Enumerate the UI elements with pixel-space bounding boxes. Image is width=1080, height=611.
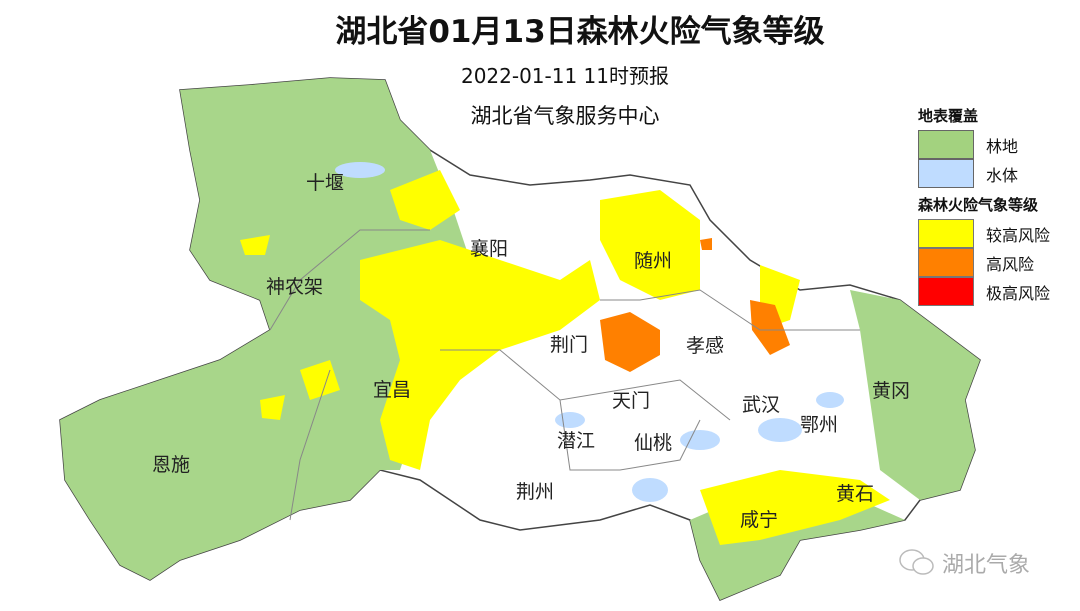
city-label: 神农架 xyxy=(266,276,324,298)
wechat-icon xyxy=(899,549,934,575)
city-label: 黄冈 xyxy=(872,380,911,402)
city-label: 荆门 xyxy=(550,334,589,356)
legend-item: 高风险 xyxy=(918,248,1050,277)
legend-item: 水体 xyxy=(918,159,1050,188)
legend-item: 林地 xyxy=(918,130,1050,159)
water-swatch xyxy=(918,159,974,188)
legend: 地表覆盖 林地 水体 森林火险气象等级 较高风险 高风险 极高风险 xyxy=(918,103,1050,306)
high-risk-areas xyxy=(600,238,790,372)
legend-land-cover-title: 地表覆盖 xyxy=(918,107,979,125)
extreme-risk-swatch xyxy=(918,277,974,306)
city-label: 潜江 xyxy=(557,430,596,452)
forest-west xyxy=(60,78,470,580)
city-label: 恩施 xyxy=(152,454,191,476)
forest-swatch xyxy=(918,130,974,159)
high-risk-swatch xyxy=(918,248,974,277)
city-label: 仙桃 xyxy=(634,432,673,454)
city-label: 十堰 xyxy=(306,172,345,194)
prefecture-boundaries xyxy=(269,229,860,521)
agency: 湖北省气象服务中心 xyxy=(470,104,660,128)
city-label: 武汉 xyxy=(742,394,781,416)
issue-time: 2022-01-11 11时预报 xyxy=(460,64,670,88)
legend-risk-title: 森林火险气象等级 xyxy=(918,196,1039,214)
city-label: 孝感 xyxy=(686,335,725,357)
legend-item: 极高风险 xyxy=(918,277,1050,306)
watermark: 湖北气象 xyxy=(898,547,1030,579)
higher-risk-areas xyxy=(240,170,890,545)
city-label: 鄂州 xyxy=(800,414,839,436)
higher-risk-swatch xyxy=(918,219,974,248)
legend-item: 较高风险 xyxy=(918,219,1050,248)
city-label: 咸宁 xyxy=(740,509,779,531)
forest-east xyxy=(850,290,980,500)
city-label: 随州 xyxy=(634,250,673,272)
city-label: 黄石 xyxy=(836,483,875,505)
city-label: 襄阳 xyxy=(470,238,509,260)
map-title: 湖北省01月13日森林火险气象等级 xyxy=(335,14,825,50)
city-label: 宜昌 xyxy=(373,379,412,401)
city-label: 荆州 xyxy=(516,481,555,503)
city-label: 天门 xyxy=(612,390,651,412)
